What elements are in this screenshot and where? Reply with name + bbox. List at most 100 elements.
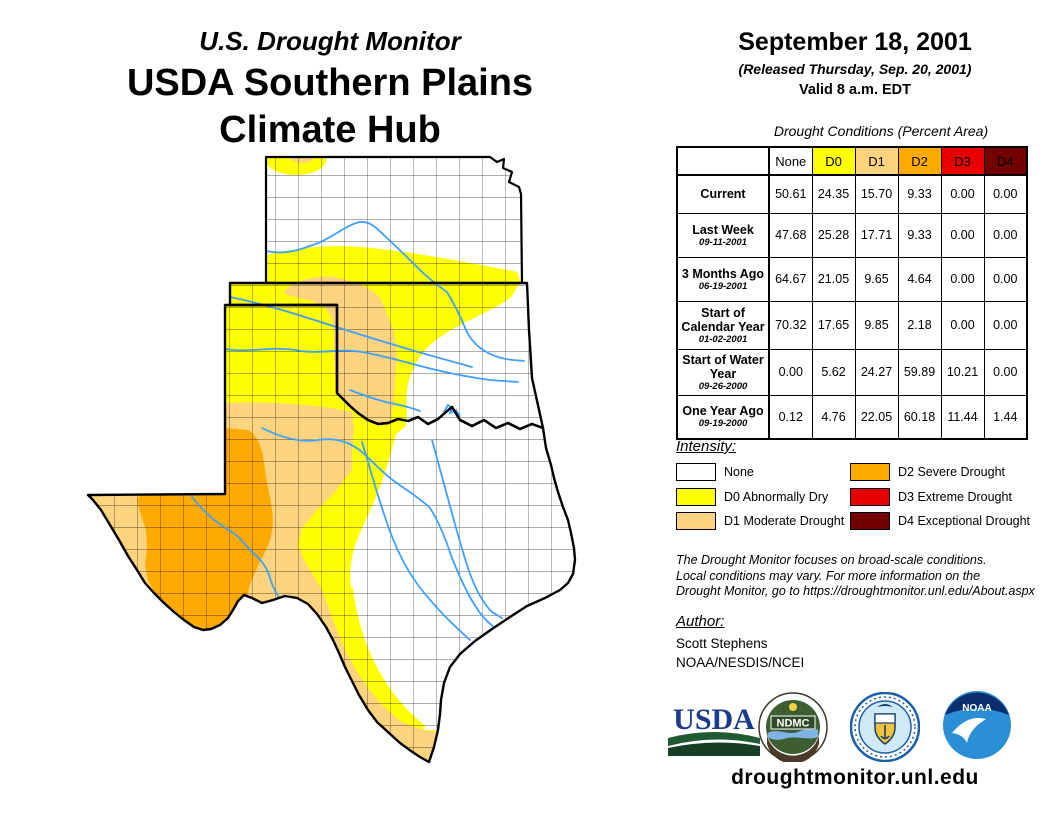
- legend-swatch: [850, 487, 890, 506]
- row-label: Start of Water Year: [682, 352, 764, 381]
- value-d0: 21.05: [811, 256, 856, 302]
- rivers: [191, 221, 525, 641]
- drought-map: [86, 155, 577, 764]
- value-d3: 0.00: [940, 174, 985, 214]
- value-d4: 0.00: [983, 300, 1028, 350]
- value-d2: 59.89: [897, 348, 942, 396]
- legend-item: D4 Exceptional Drought: [850, 509, 1030, 534]
- hub-title-line2: Climate Hub: [219, 109, 441, 151]
- value-d0: 5.62: [811, 348, 856, 396]
- legend-item: D0 Abnormally Dry: [676, 485, 844, 510]
- noaa-logo: NOAA: [943, 691, 1011, 759]
- disclaimer-line3: Drought Monitor, go to https://droughtmo…: [676, 584, 1035, 598]
- disclaimer-text: The Drought Monitor focuses on broad-sca…: [676, 553, 1048, 600]
- row-label: Current: [700, 187, 746, 202]
- row-date: 09-19-2000: [698, 418, 748, 430]
- disclaimer-line2: Local conditions may vary. For more info…: [676, 568, 981, 583]
- table-corner-cell: [676, 146, 770, 176]
- county-grid: [88, 157, 575, 762]
- table-row: Start of Water Year 09-26-2000 0.00 5.62…: [676, 348, 1028, 396]
- ndmc-ground: [767, 736, 819, 762]
- value-none: 0.00: [768, 348, 813, 396]
- value-d3: 0.00: [940, 256, 985, 302]
- legend-label: D0 Abnormally Dry: [724, 489, 829, 504]
- commerce-shield-chief: [874, 713, 896, 724]
- value-d0: 25.28: [811, 212, 856, 258]
- legend-label: D3 Extreme Drought: [898, 489, 1012, 504]
- value-d3: 0.00: [940, 212, 985, 258]
- legend-swatch: [676, 463, 716, 482]
- cimarron-river: [229, 296, 473, 368]
- row-header: 3 Months Ago 06-19-2001: [676, 256, 770, 302]
- row-label: Last Week: [692, 222, 754, 237]
- state-outlines: [86, 155, 577, 764]
- value-d3: 0.00: [940, 300, 985, 350]
- value-d0: 4.76: [811, 394, 856, 440]
- row-header: Start of Water Year 09-26-2000: [676, 348, 770, 396]
- legend-label: D4 Exceptional Drought: [898, 514, 1031, 529]
- value-none: 70.32: [768, 300, 813, 350]
- texas-outline: [86, 303, 577, 764]
- value-d0: 24.35: [811, 174, 856, 214]
- value-d1: 9.85: [854, 300, 899, 350]
- col-header-d1: D1: [854, 146, 899, 176]
- table-title: Drought Conditions (Percent Area): [773, 123, 989, 139]
- drought-conditions-table: None D0 D1 D2 D3 D4 Current 50.61 24.35 …: [676, 146, 1028, 440]
- logo-row: USDA NDMC NOAA: [664, 688, 1048, 764]
- noaa-gull-icon: [952, 717, 986, 743]
- washita-river: [349, 389, 421, 412]
- red-river-headwaters: [261, 427, 509, 637]
- legend-col-1: None D0 Abnormally Dry D1 Moderate Drought: [676, 460, 844, 534]
- value-d2: 2.18: [897, 300, 942, 350]
- legend-item: D1 Moderate Drought: [676, 509, 844, 534]
- ndmc-logo-text: NDMC: [777, 718, 810, 730]
- value-d4: 0.00: [983, 174, 1028, 214]
- legend-label: D2 Severe Drought: [898, 465, 1006, 480]
- commerce-anchor-icon: [880, 725, 890, 740]
- lake-texoma: [443, 403, 461, 417]
- table-row: Last Week 09-11-2001 47.68 25.28 17.71 9…: [676, 212, 1028, 258]
- row-date: 06-19-2001: [698, 280, 748, 292]
- legend-swatch: [676, 512, 716, 531]
- value-d4: 1.44: [983, 394, 1028, 440]
- legend-title: Intensity:: [676, 438, 737, 455]
- commerce-eagle-icon: [877, 704, 893, 707]
- author-title: Author:: [676, 613, 725, 630]
- value-d2: 9.33: [897, 212, 942, 258]
- table-row: One Year Ago 09-19-2000 0.12 4.76 22.05 …: [676, 394, 1028, 440]
- arkansas-river: [265, 221, 525, 362]
- value-d1: 17.71: [854, 212, 899, 258]
- row-date: 01-02-2001: [698, 333, 748, 345]
- row-header: Last Week 09-11-2001: [676, 212, 770, 258]
- valid-time: Valid 8 a.m. EDT: [798, 82, 911, 98]
- col-header-none: None: [768, 146, 813, 176]
- value-d3: 10.21: [940, 348, 985, 396]
- row-header: One Year Ago 09-19-2000: [676, 394, 770, 440]
- hub-title: USDA Southern Plains Climate Hub: [30, 60, 630, 154]
- value-d0: 17.65: [811, 300, 856, 350]
- table-row: Current 50.61 24.35 15.70 9.33 0.00 0.00: [676, 174, 1028, 214]
- value-d1: 15.70: [854, 174, 899, 214]
- author-org: NOAA/NESDIS/NCEI: [676, 655, 805, 670]
- disclaimer-line1: The Drought Monitor focuses on broad-sca…: [676, 553, 987, 567]
- value-d2: 4.64: [897, 256, 942, 302]
- value-d4: 0.00: [983, 348, 1028, 396]
- value-d4: 0.00: [983, 256, 1028, 302]
- author-name: Scott Stephens: [676, 636, 768, 651]
- value-d2: 9.33: [897, 174, 942, 214]
- legend-item: D3 Extreme Drought: [850, 485, 1030, 510]
- row-header: Current: [676, 174, 770, 214]
- legend-col-2: D2 Severe Drought D3 Extreme Drought D4 Ex…: [850, 460, 1030, 534]
- ndmc-river-band: [768, 729, 818, 740]
- usda-field-lower: [668, 742, 760, 756]
- value-d1: 22.05: [854, 394, 899, 440]
- row-label: One Year Ago: [682, 404, 764, 419]
- commerce-ring-text: [854, 696, 916, 758]
- usda-logo: USDA: [668, 703, 760, 756]
- legend-swatch: [676, 487, 716, 506]
- hub-title-line1: USDA Southern Plains: [126, 62, 534, 104]
- value-none: 64.67: [768, 256, 813, 302]
- ndmc-banner: [770, 715, 816, 730]
- ndmc-sun-icon: [789, 703, 797, 711]
